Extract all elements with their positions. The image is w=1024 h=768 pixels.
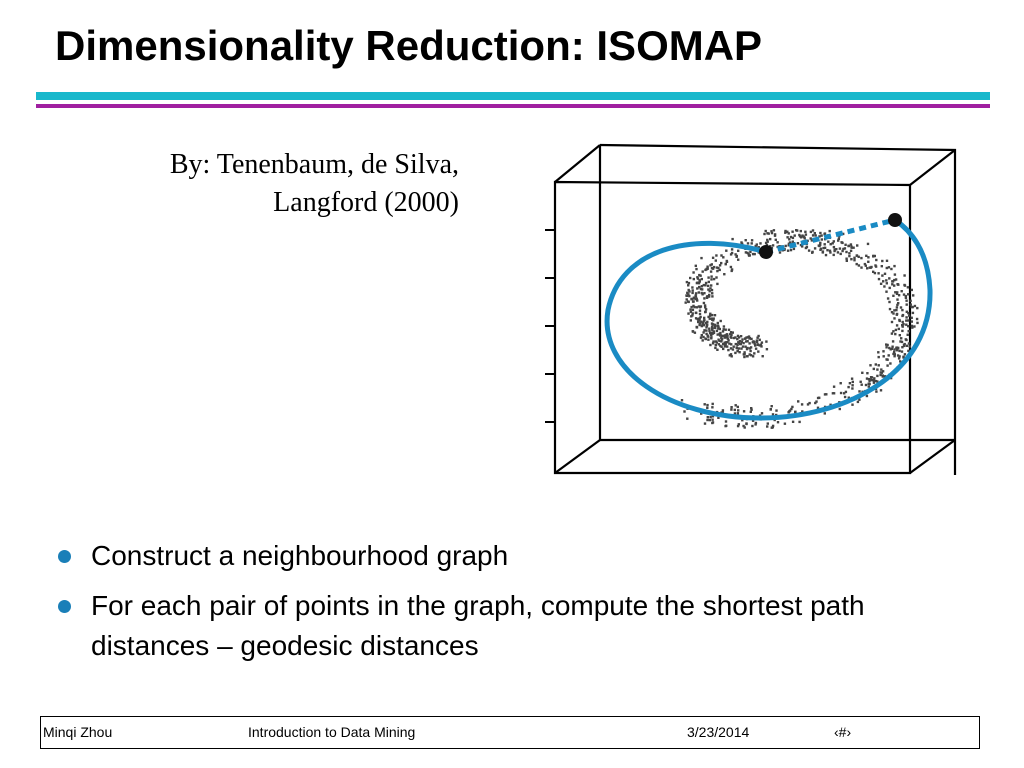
bullet-list: Construct a neighbourhood graph For each…	[58, 536, 978, 676]
bounding-box	[553, 143, 957, 475]
euclidean-shortcut	[765, 217, 896, 255]
citation-line-1: By: Tenenbaum, de Silva,	[169, 149, 459, 180]
slide-footer: Minqi Zhou Introduction to Data Mining 3…	[40, 716, 980, 749]
scatter-points	[680, 229, 919, 429]
title-rule-magenta	[36, 104, 990, 108]
bullet-item: Construct a neighbourhood graph	[58, 536, 978, 576]
bullet-item: For each pair of points in the graph, co…	[58, 586, 978, 666]
bullet-text: For each pair of points in the graph, co…	[91, 590, 865, 661]
footer-author: Minqi Zhou	[43, 724, 113, 740]
geodesic-path	[604, 217, 933, 421]
swiss-roll-3d-scatter-icon	[545, 143, 957, 475]
start-point	[759, 245, 773, 259]
footer-course: Introduction to Data Mining	[248, 724, 416, 740]
bullet-text: Construct a neighbourhood graph	[91, 540, 509, 571]
title-rule-cyan	[36, 92, 990, 100]
footer-date: 3/23/2014	[687, 724, 750, 740]
slide-title: Dimensionality Reduction: ISOMAP	[55, 22, 763, 69]
bullet-dot-icon	[58, 550, 71, 563]
end-point	[888, 213, 902, 227]
citation-line-2: Langford (2000)	[273, 187, 459, 218]
citation: By: Tenenbaum, de Silva, Langford (2000)	[170, 146, 459, 222]
bullet-dot-icon	[58, 600, 71, 613]
axis-ticks	[545, 229, 555, 423]
footer-page-number: ‹#›	[834, 724, 852, 740]
